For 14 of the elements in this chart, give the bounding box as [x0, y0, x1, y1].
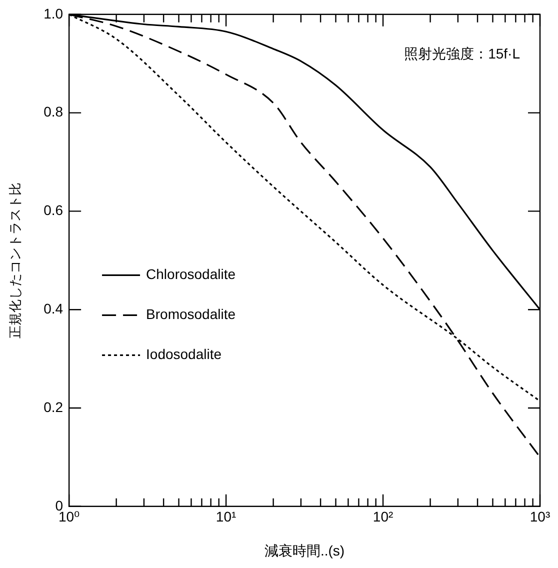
x-tick-label: 10²: [372, 508, 394, 525]
legend-label: Iodosodalite: [146, 346, 222, 362]
y-tick-label: 0.4: [44, 300, 64, 316]
y-tick-label: 0.8: [44, 104, 64, 120]
x-tick-label: 10³: [530, 508, 550, 525]
y-tick-label: 0.2: [44, 398, 64, 415]
y-tick-label: 1.0: [44, 5, 64, 22]
y-tick-label: 0.6: [44, 202, 64, 218]
x-axis-title: 減衰時間..(s): [264, 542, 345, 558]
x-tick-label: 10¹: [216, 508, 236, 525]
annotation: 照射光強度：15f·L: [404, 45, 520, 62]
legend-label: Chlorosodalite: [146, 266, 236, 282]
y-axis-title: 正規化したコントラスト比: [7, 182, 22, 338]
legend-label: Bromosodalite: [146, 306, 236, 322]
